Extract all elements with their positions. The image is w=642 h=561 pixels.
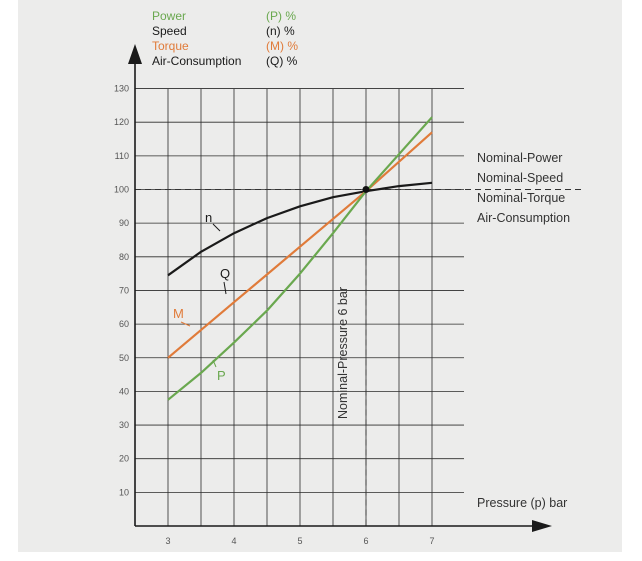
series-n-leader [212,223,221,232]
y-tick-label: 90 [119,218,129,228]
nominal-torque-label: Nominal-Torque [477,191,566,205]
axes [128,44,552,532]
series-n-label: n [205,210,212,225]
y-tick-label: 70 [119,285,129,295]
series-n-line [167,181,433,277]
legend-power-name: Power [152,9,187,23]
y-tick-label: 40 [119,386,129,396]
series-Q-leader [223,281,227,295]
legend-torque-name: Torque [152,39,189,53]
nominal-point [362,186,370,193]
legend-air-name: Air-Consumption [152,54,242,68]
grid [134,88,585,526]
x-axis-arrow [532,520,552,532]
y-tick-label: 110 [115,151,129,161]
x-axis-label: Pressure (p) bar [477,496,568,510]
curve-labels: n Q M P [173,210,230,383]
y-tick-label: 20 [119,454,129,464]
tick-labels: 10 20 30 40 50 60 70 80 90 100 110 120 130 3 4 5 6 7 [114,84,435,546]
y-tick-label: 30 [119,420,129,430]
legend-air-symbol: (Q) % [266,54,298,68]
series-M-leader [180,321,191,327]
y-tick-label: 120 [114,117,129,127]
y-axis-arrow [128,44,142,64]
x-tick-label: 5 [297,536,302,546]
series-P-leader [212,359,217,368]
air-consumption-label: Air-Consumption [477,211,571,225]
x-tick-label: 4 [231,536,236,546]
series-Q-label: Q [220,266,230,281]
chart-panel [18,0,622,552]
x-tick-label: 3 [165,536,170,546]
nominal-power-label: Nominal-Power [477,151,563,165]
legend-power-symbol: (P) % [266,9,296,23]
series-M-label: M [173,306,184,321]
nominal-pressure-label: Nominal-Pressure 6 bar [336,287,350,419]
x-tick-label: 7 [429,536,434,546]
series-P-line [167,116,433,401]
x-tick-label: 6 [363,536,368,546]
y-tick-label: 10 [119,487,129,497]
y-tick-label: 100 [114,185,129,195]
curves [167,116,433,401]
legend-speed-symbol: (n) % [266,24,295,38]
y-tick-label: 50 [119,353,129,363]
y-tick-label: 130 [114,84,129,94]
series-M-line [167,131,433,359]
y-tick-label: 60 [119,319,129,329]
series-P-label: P [217,368,226,383]
legend-torque-symbol: (M) % [266,39,298,53]
y-tick-label: 80 [119,252,129,262]
nominal-speed-label: Nominal-Speed [477,171,564,185]
legend-speed-name: Speed [152,24,187,38]
